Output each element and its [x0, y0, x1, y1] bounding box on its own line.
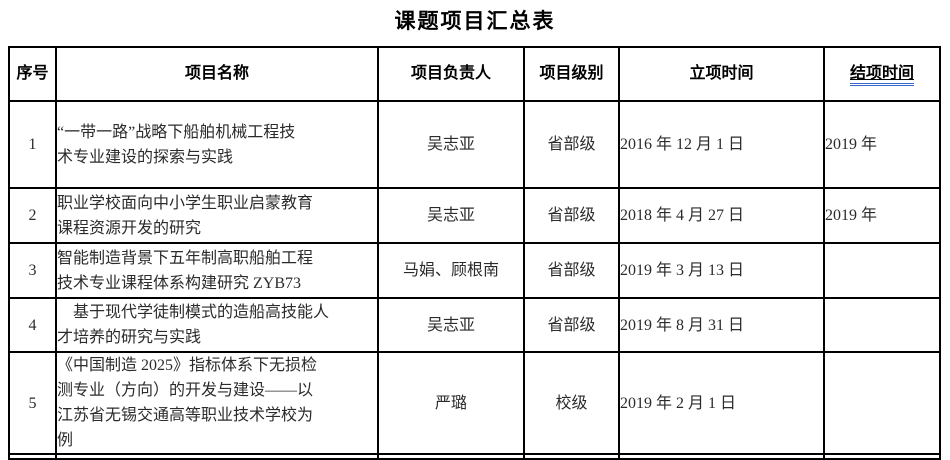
- cell-leader: [377, 453, 525, 460]
- cell-leader: 严璐: [377, 351, 525, 455]
- cell-start-date: 2019 年 3 月 13 日: [618, 242, 825, 299]
- cell-project-name: 智能制造背景下五年制高职船舶工程 技术专业课程体系构建研究 ZYB73: [55, 242, 379, 299]
- header-cell-name: 项目名称: [55, 46, 379, 102]
- project-summary-table: 序号 项目名称 项目负责人 项目级别 立项时间 结项时间 1 “一带一路”战略下…: [8, 46, 941, 460]
- header-cell-level: 项目级别: [523, 46, 620, 102]
- cell-leader: 吴志亚: [377, 100, 525, 189]
- cell-start-date: [618, 453, 825, 460]
- cell-no: 4: [8, 297, 57, 353]
- table-row: 1 “一带一路”战略下船舶机械工程技 术专业建设的探索与实践 吴志亚 省部级 2…: [8, 100, 941, 189]
- cell-project-name: 职业学校面向中小学生职业启蒙教育 课程资源开发的研究: [55, 187, 379, 244]
- table-row: 4 基于现代学徒制模式的造船高技能人 才培养的研究与实践 吴志亚 省部级 201…: [8, 297, 941, 353]
- cell-level: [523, 453, 620, 460]
- cell-start-date: 2018 年 4 月 27 日: [618, 187, 825, 244]
- cell-leader: 吴志亚: [377, 187, 525, 244]
- header-cell-start: 立项时间: [618, 46, 825, 102]
- cell-level: 省部级: [523, 187, 620, 244]
- table-header-row: 序号 项目名称 项目负责人 项目级别 立项时间 结项时间: [8, 46, 941, 102]
- cell-end-date: 2019 年: [823, 100, 941, 189]
- cell-project-name: “一带一路”战略下船舶机械工程技 术专业建设的探索与实践: [55, 100, 379, 189]
- table-row: 3 智能制造背景下五年制高职船舶工程 技术专业课程体系构建研究 ZYB73 马娟…: [8, 242, 941, 299]
- cell-no: 2: [8, 187, 57, 244]
- cell-level: 省部级: [523, 297, 620, 353]
- cell-no: 3: [8, 242, 57, 299]
- header-cell-end: 结项时间: [823, 46, 941, 102]
- page-title: 课题项目汇总表: [394, 9, 556, 33]
- cell-end-date: [823, 453, 941, 460]
- cell-leader: 马娟、顾根南: [377, 242, 525, 299]
- cell-level: 省部级: [523, 242, 620, 299]
- cell-project-name: 《中国制造 2025》指标体系下无损检 测专业（方向）的开发与建设——以 江苏省…: [55, 351, 379, 455]
- cell-project-name: [55, 453, 379, 460]
- table-row: 5 《中国制造 2025》指标体系下无损检 测专业（方向）的开发与建设——以 江…: [8, 351, 941, 455]
- cell-start-date: 2016 年 12 月 1 日: [618, 100, 825, 189]
- header-end-underlined-text: 结项时间: [849, 65, 914, 86]
- cell-start-date: 2019 年 8 月 31 日: [618, 297, 825, 353]
- cell-no: [8, 453, 57, 460]
- cell-no: 5: [8, 351, 57, 455]
- cell-end-date: 2019 年: [823, 187, 941, 244]
- cell-end-date: [823, 242, 941, 299]
- table-row-clipped: [8, 453, 941, 460]
- cell-project-name: 基于现代学徒制模式的造船高技能人 才培养的研究与实践: [55, 297, 379, 353]
- cell-level: 省部级: [523, 100, 620, 189]
- cell-end-date: [823, 351, 941, 455]
- cell-level: 校级: [523, 351, 620, 455]
- header-cell-leader: 项目负责人: [377, 46, 525, 102]
- cell-no: 1: [8, 100, 57, 189]
- table-row: 2 职业学校面向中小学生职业启蒙教育 课程资源开发的研究 吴志亚 省部级 201…: [8, 187, 941, 244]
- cell-start-date: 2019 年 2 月 1 日: [618, 351, 825, 455]
- cell-end-date: [823, 297, 941, 353]
- header-cell-no: 序号: [8, 46, 57, 102]
- cell-leader: 吴志亚: [377, 297, 525, 353]
